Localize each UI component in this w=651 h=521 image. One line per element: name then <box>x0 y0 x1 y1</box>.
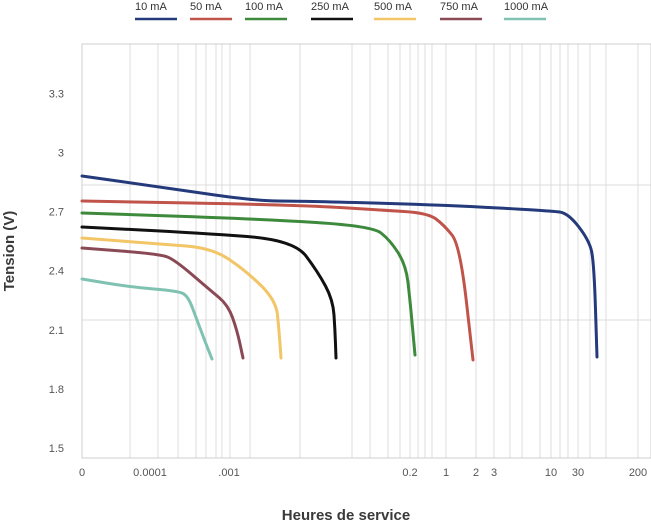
legend-label: 1000 mA <box>504 1 549 13</box>
grid <box>81 44 651 458</box>
legend-label: 50 mA <box>190 1 222 13</box>
y-tick-label: 3.3 <box>49 88 64 100</box>
series-line-5 <box>80 246 245 360</box>
x-tick-label: 1 <box>443 467 449 479</box>
x-tick-label: 0 <box>79 467 85 479</box>
x-tick-label: 2 <box>473 467 479 479</box>
series-line-2 <box>80 211 417 357</box>
plot-area-frame <box>81 43 651 459</box>
series-line-6 <box>80 277 214 361</box>
y-tick-labels: 3.3 3 2.7 2.4 2.1 1.8 1.5 <box>49 88 64 455</box>
legend-label: 100 mA <box>245 1 284 13</box>
series-line-3 <box>80 225 338 360</box>
series-line-0 <box>80 174 599 359</box>
x-tick-label: 0.0001 <box>133 467 167 479</box>
x-tick-label: 0.2 <box>402 467 417 479</box>
legend-label: 500 mA <box>374 1 413 13</box>
y-tick-label: 1.8 <box>49 384 64 396</box>
legend-label: 250 mA <box>311 1 350 13</box>
x-tick-label: .001 <box>218 467 239 479</box>
x-tick-label: 200 <box>629 467 647 479</box>
y-tick-label: 2.7 <box>49 207 64 219</box>
x-tick-label: 10 <box>545 467 557 479</box>
y-tick-label: 3 <box>58 147 64 159</box>
series-line-1 <box>80 199 475 362</box>
y-axis-title: Tension (V) <box>1 211 18 292</box>
y-tick-label: 2.4 <box>49 266 64 278</box>
y-tick-label: 1.5 <box>49 443 64 455</box>
x-tick-labels: 0 0.0001 .001 0.2 1 2 3 10 30 200 <box>79 467 647 479</box>
x-tick-label: 30 <box>572 467 584 479</box>
x-tick-label: 3 <box>491 467 497 479</box>
legend: 10 mA 50 mA 100 mA 250 mA 500 mA 750 mA 1000 m… <box>135 1 549 21</box>
x-axis-title: Heures de service <box>282 507 410 521</box>
legend-label: 750 mA <box>440 1 479 13</box>
y-tick-label: 2.1 <box>49 325 64 337</box>
series-line-4 <box>80 236 283 360</box>
series-lines <box>80 174 599 362</box>
legend-label: 10 mA <box>135 1 167 13</box>
